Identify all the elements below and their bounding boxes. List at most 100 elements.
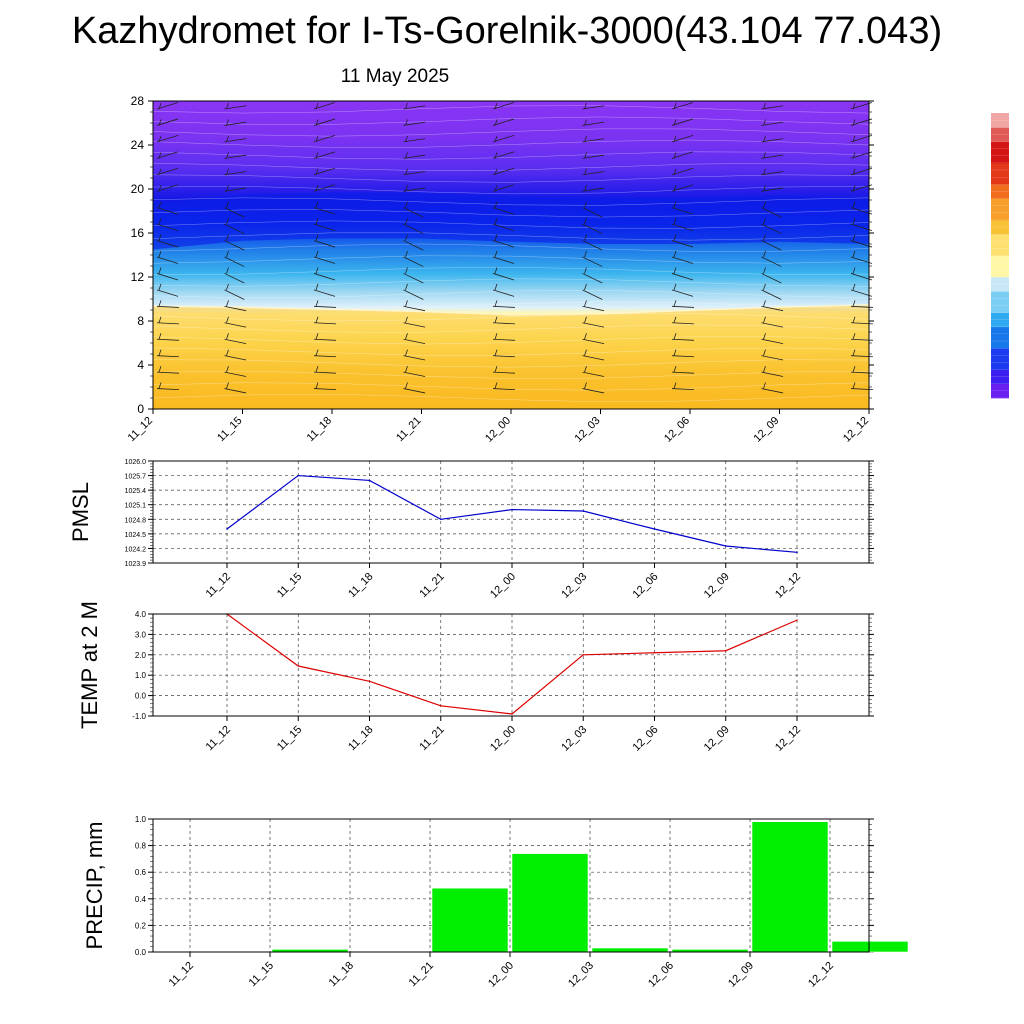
colorbar-level <box>991 348 1009 356</box>
y-tick-label: 1023.9 <box>125 561 147 568</box>
wind-barb-feather <box>852 267 856 274</box>
wind-barb <box>224 388 247 394</box>
wind-barb <box>156 305 179 308</box>
wind-barb-feather <box>673 119 677 126</box>
isotherm-line <box>152 116 870 125</box>
wind-barb-feather <box>226 185 229 192</box>
wind-barb <box>671 151 694 159</box>
wind-barb-feather <box>494 217 498 225</box>
y-tick-label: 1026.0 <box>125 459 147 466</box>
data-point <box>582 510 585 512</box>
wind-barb-feather <box>584 382 587 389</box>
wind-barb <box>224 338 247 344</box>
wind-barb-feather <box>405 300 408 307</box>
isotherm-line <box>152 301 870 310</box>
y-tick-label: -1.0 <box>132 712 146 721</box>
y-tick-label: 1024.5 <box>125 532 147 539</box>
wind-barb-feather <box>763 267 766 274</box>
x-tick-label: 11_18 <box>346 571 376 601</box>
wind-barb <box>671 355 694 358</box>
colorbar-level <box>991 383 1009 392</box>
colorbar-level <box>991 148 1009 157</box>
wind-barb <box>313 305 336 308</box>
colorbar-level <box>991 390 1009 399</box>
colorbar <box>991 113 1009 399</box>
wind-barb-feather <box>673 300 677 307</box>
y-tick-label: 0.0 <box>135 692 147 701</box>
wind-barb-feather <box>405 365 408 373</box>
y-tick-label: 0 <box>137 402 144 416</box>
wind-barb <box>761 187 784 192</box>
wind-barb-feather <box>405 135 408 143</box>
x-tick-label: 12_03 <box>573 415 603 445</box>
colorbar-level <box>991 219 1009 228</box>
wind-barb <box>313 256 336 264</box>
wind-barb <box>224 289 245 300</box>
wind-barb <box>492 135 515 143</box>
wind-barb-feather <box>158 349 162 356</box>
wind-barb-feather <box>673 250 677 258</box>
isotherm-line <box>152 186 870 195</box>
wind-barb-feather <box>226 102 229 110</box>
wind-barb-feather <box>852 102 856 110</box>
wind-barb-feather <box>852 201 856 208</box>
wind-barb-feather <box>673 234 677 241</box>
y-tick-label: 1025.1 <box>125 503 147 510</box>
chart-subtitle-date: 11 May 2025 <box>340 66 450 87</box>
colorbar-level <box>991 319 1009 328</box>
wind-barb-feather <box>494 152 498 159</box>
data-point <box>226 528 228 530</box>
wind-barb-feather <box>584 102 587 110</box>
wind-barb <box>761 305 784 312</box>
colorbar-level <box>991 312 1009 321</box>
isotherm-line <box>152 220 870 229</box>
wind-barb-feather <box>494 168 498 175</box>
colorbar-level <box>991 177 1009 185</box>
wind-barbs <box>156 102 873 394</box>
wind-barb-feather <box>584 135 587 143</box>
wind-barb <box>224 171 247 176</box>
wind-barb <box>761 154 784 159</box>
wind-barb-feather <box>226 300 229 307</box>
colorbar-level <box>991 155 1009 164</box>
wind-barb <box>492 305 515 308</box>
wind-barb <box>403 138 426 143</box>
wind-barb <box>156 151 179 159</box>
wind-barb-feather <box>852 217 856 225</box>
colorbar-level <box>991 269 1009 278</box>
wind-barb-feather <box>763 119 766 126</box>
isotherm-line <box>152 232 870 241</box>
wind-barb-feather <box>763 152 766 159</box>
wind-barb <box>492 388 515 391</box>
data-point <box>653 528 656 530</box>
y-tick-label: 1.0 <box>135 815 147 824</box>
wind-barb <box>156 118 179 126</box>
wind-barb-feather <box>315 283 319 291</box>
wind-barb-feather <box>158 250 162 258</box>
isotherm-line <box>152 313 870 322</box>
wind-barb-feather <box>494 382 498 389</box>
wind-barb <box>761 121 784 126</box>
wind-barb <box>403 223 424 235</box>
wind-barb-feather <box>584 250 587 258</box>
wind-barb-feather <box>226 365 229 373</box>
isotherm-line <box>152 105 870 114</box>
wind-barb-feather <box>315 267 319 274</box>
data-point <box>511 508 513 511</box>
wind-barb <box>582 223 603 235</box>
y-tick-label: 12 <box>131 270 145 284</box>
wind-barb <box>403 289 424 300</box>
wind-barb <box>671 184 694 192</box>
wind-barb-feather <box>494 119 498 126</box>
wind-barb <box>224 105 247 110</box>
wind-barb-feather <box>315 102 319 110</box>
wind-barb <box>761 388 784 394</box>
wind-barb-feather <box>584 365 587 373</box>
wind-barb-feather <box>494 349 498 356</box>
data-point <box>368 479 371 482</box>
wind-barb <box>492 207 515 215</box>
wind-barb-feather <box>494 333 498 340</box>
colorbar-level <box>991 113 1009 121</box>
colorbar-level <box>991 205 1009 214</box>
